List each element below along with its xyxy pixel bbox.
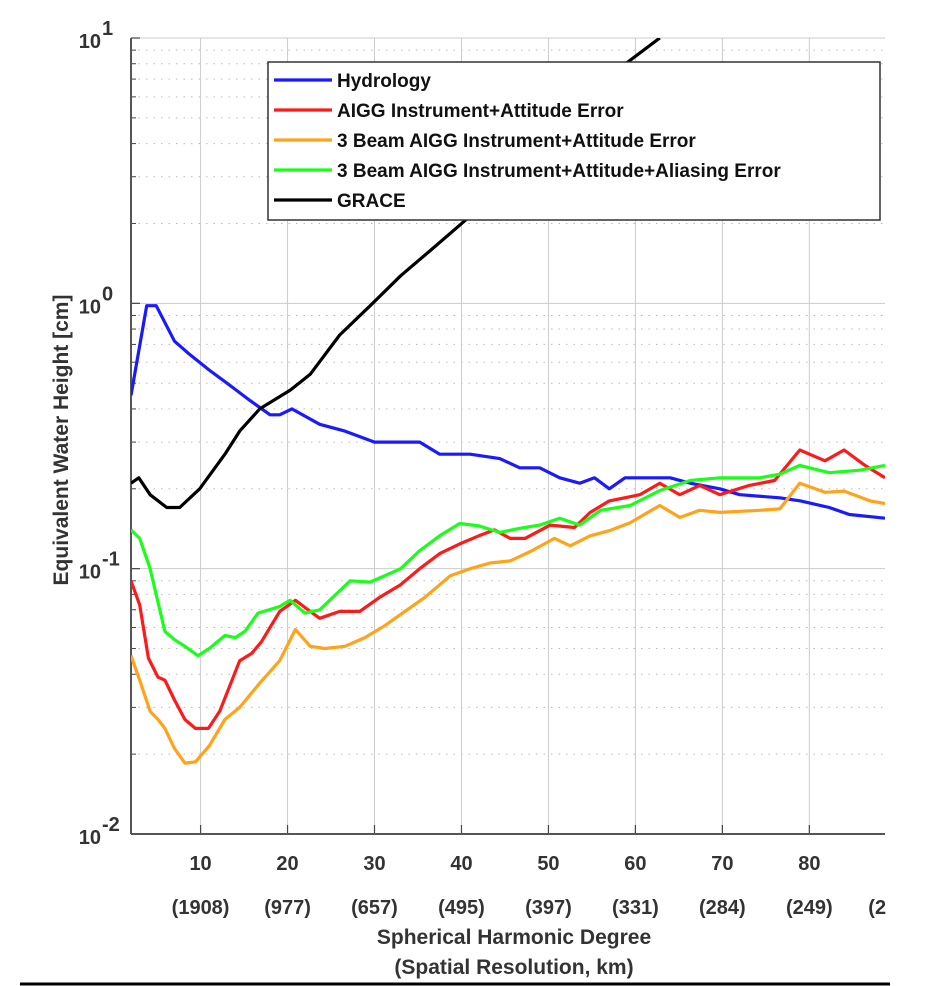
x-tick-label: 20 [276,853,298,875]
x-tick-label: 30 [363,853,385,875]
legend-label: Hydrology [337,71,431,92]
y-tick-label: 10 [79,562,101,584]
x-tick-label: 60 [624,853,646,875]
legend-box [267,61,881,221]
y-axis-label: Equivalent Water Height [cm] [50,295,73,586]
x-secondary-tick-label: (284) [699,897,746,919]
series-line-3-beam-aigg-instrument-attitude-aliasing-error [131,463,885,658]
series-line-hydrology [131,304,885,520]
series-line-aigg-instrument-attitude-error [131,448,885,731]
x-tick-label: 50 [537,853,559,875]
y-tick-label: 10 [79,31,101,53]
x-tick-label: 80 [798,853,820,875]
y-tick-exponent: -2 [102,814,120,836]
x-secondary-tick-label: (657) [351,897,398,919]
y-tick-exponent: 1 [102,18,113,40]
legend-label: AIGG Instrument+Attitude Error [337,101,624,122]
x-tick-label: 40 [450,853,472,875]
legend: Hydrology AIGG Instrument+Attitude Error 3… [267,61,881,221]
x-secondary-tick-label: (249) [786,897,833,919]
y-tick-exponent: 0 [102,283,113,305]
x-secondary-tick-label: (397) [525,897,572,919]
x-secondary-tick-label: (2 [868,897,886,919]
legend-label: 3 Beam AIGG Instrument+Attitude+Aliasing… [337,161,781,182]
x-axis-label: Spherical Harmonic Degree [377,926,651,949]
y-tick-label: 10 [79,827,101,849]
x-secondary-tick-label: (1908) [172,897,230,919]
x-secondary-tick-label: (495) [438,897,485,919]
x-axis-label-secondary: (Spatial Resolution, km) [394,956,633,979]
y-tick-label: 10 [79,296,101,318]
x-tick-label: 70 [711,853,733,875]
right-clip-mask [885,0,934,854]
y-tick-exponent: -1 [102,549,120,571]
legend-label: GRACE [337,191,406,212]
legend-label: 3 Beam AIGG Instrument+Attitude Error [337,131,696,152]
x-secondary-tick-label: (331) [612,897,659,919]
series-line-3-beam-aigg-instrument-attitude-error [131,481,885,765]
x-tick-label: 10 [189,853,211,875]
x-secondary-tick-label: (977) [264,897,311,919]
